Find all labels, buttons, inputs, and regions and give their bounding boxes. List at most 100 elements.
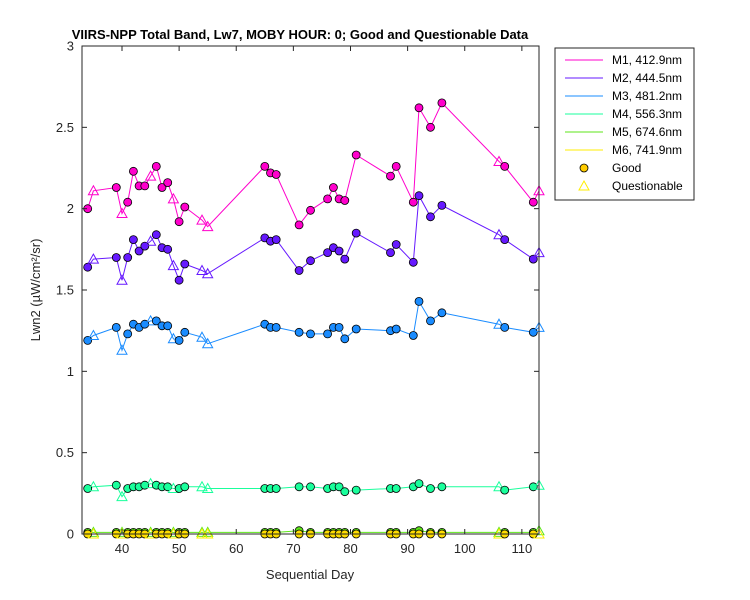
data-point-questionable [196,480,208,492]
data-point-questionable [87,480,100,492]
data-point-good [323,329,333,339]
data-point-questionable [196,264,208,275]
data-point-questionable [87,329,100,340]
chart-title: VIIRS-NPP Total Band, Lw7, MOBY HOUR: 0;… [72,27,529,42]
data-point-good [180,482,190,492]
data-point-questionable [196,526,208,537]
data-point-good [294,220,304,230]
legend-label-m3: M3, 481.2nm [612,89,682,103]
data-point-questionable [116,344,128,355]
x-tick-label: 100 [454,541,476,556]
legend: M1, 412.9nm M2, 444.5nm M3, 481.2nm M4, 556… [554,47,695,201]
data-point-good [151,316,161,326]
data-point-good [163,244,173,254]
data-point-questionable [116,274,128,285]
data-point-good [134,246,144,256]
data-point-good [334,246,344,256]
data-point-good [414,191,424,201]
data-point-good [111,183,121,192]
legend-label-questionable: Questionable [612,179,683,193]
data-point-good [123,253,133,262]
data-point-good [408,331,418,340]
data-point-good [426,484,435,493]
legend-good-marker [579,163,589,173]
data-point-questionable [116,207,128,218]
data-point-good [340,487,350,497]
data-point-good [271,235,281,245]
data-point-good [414,296,424,306]
data-point-questionable [144,170,157,181]
data-point-good [174,335,184,345]
data-point-good [140,241,150,251]
data-point-questionable [493,480,505,492]
data-point-good [391,161,401,171]
x-tick-label: 80 [343,541,357,556]
axes-layer: 40 50 60 70 80 90 100 110 0 0.5 1 1.5 2 2.5 3 [56,39,540,556]
y-tick-label: 3 [67,39,74,54]
y-tick-label: 2 [67,201,74,216]
data-point-questionable [196,331,208,342]
data-point-good [271,484,281,493]
data-point-good [414,479,424,489]
data-point-questionable [201,337,214,349]
data-point-good [174,217,184,227]
data-point-questionable [87,253,100,264]
data-point-questionable [196,214,208,225]
x-axis-label: Sequential Day [266,567,355,582]
y-tick-label: 0.5 [56,445,74,460]
data-point-good [306,205,315,215]
data-point-good [151,230,161,240]
data-point-questionable [144,235,157,246]
legend-label-m4: M4, 556.3nm [612,107,682,121]
data-point-good [151,161,161,171]
data-point-questionable [533,524,545,536]
data-point-good [180,202,190,212]
data-point-good [111,480,121,490]
data-point-questionable [201,267,214,279]
y-tick-label: 1 [67,364,74,379]
data-point-good [83,335,93,345]
y-tick-label: 0 [67,527,74,542]
data-point-questionable [201,526,214,537]
data-point-good [111,322,121,332]
data-point-good [306,256,315,266]
data-point-good [163,178,173,188]
legend-label-m5: M5, 674.6nm [612,125,682,139]
data-point-good [408,197,418,207]
legend-label-good: Good [612,161,641,175]
data-point-good [426,212,435,222]
legend-questionable-marker [578,179,590,191]
data-point-good [437,308,447,318]
data-point-good [391,484,401,493]
data-point-good [351,485,361,495]
data-point-good [351,228,361,238]
data-point-good [323,248,333,258]
data-point-good [157,183,167,192]
data-point-good [340,334,350,344]
data-point-questionable [167,259,180,271]
data-point-good [408,257,418,267]
data-point-questionable [493,318,505,329]
legend-label-m2: M2, 444.5nm [612,71,682,85]
legend-box [554,47,695,201]
legend-label-m6: M6, 741.9nm [612,143,682,157]
data-point-good [391,240,401,249]
data-point-good [334,322,344,332]
y-tick-label: 1.5 [56,283,74,298]
data-point-good [437,98,447,108]
data-point-good [340,196,350,205]
data-point-good [391,324,401,334]
data-point-good [334,482,344,492]
data-point-questionable [493,228,505,240]
data-point-good [528,327,538,337]
data-point-good [386,171,395,181]
data-point-good [500,161,510,171]
x-tick-label: 40 [115,541,129,556]
data-point-good [260,161,270,171]
data-point-questionable [87,184,100,196]
x-tick-label: 60 [229,541,243,556]
data-point-good [180,259,190,269]
data-point-good [174,275,184,285]
data-point-good [306,329,315,339]
series-layer [83,98,545,539]
